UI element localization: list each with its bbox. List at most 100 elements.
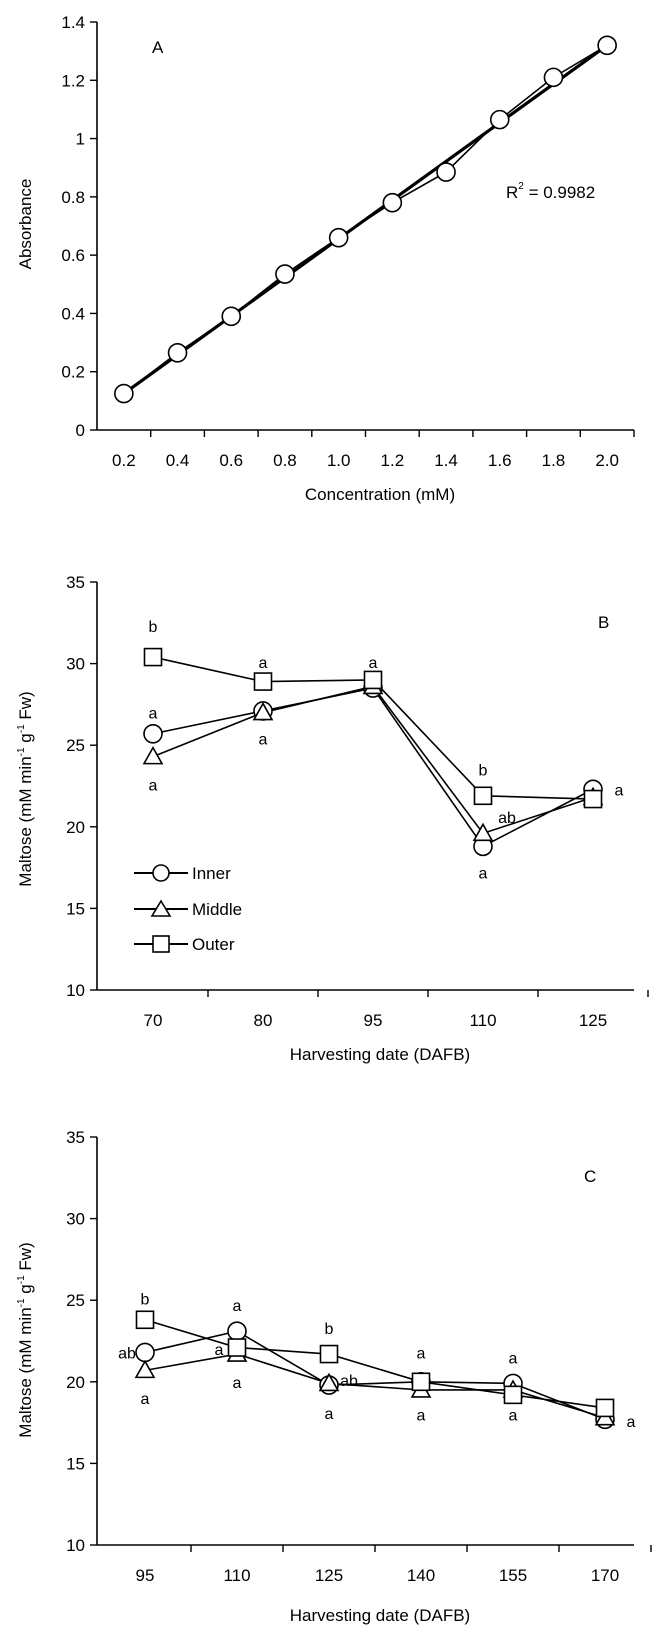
panel-a-x-tick-label: 0.4 (166, 451, 190, 470)
data-point-outer (595, 1398, 615, 1418)
panel-a-y-tick-label: 0.2 (61, 363, 85, 382)
series-line-middle (144, 1353, 606, 1419)
significance-letter: a (615, 782, 624, 799)
panel-b-y-tick-label: 30 (66, 655, 85, 674)
panel-a-x-tick-label: 0.8 (273, 451, 297, 470)
data-point (597, 35, 617, 56)
data-point-outer (583, 789, 603, 809)
data-point (114, 383, 134, 404)
svg-text:Outer: Outer (192, 935, 235, 954)
data-point (221, 306, 242, 327)
panel-a-y-tick-label: 0 (76, 421, 85, 440)
panel-c-x-tick-label: 170 (591, 1566, 619, 1585)
panel-b-x-tick-label: 70 (144, 1011, 163, 1030)
data-point (382, 192, 403, 213)
panel-a-x-tick-label: 0.2 (112, 451, 136, 470)
panel-b-marks (142, 647, 604, 857)
significance-letter: a (479, 865, 488, 882)
svg-text:Middle: Middle (192, 900, 242, 919)
data-point-middle (472, 822, 494, 842)
significance-letter: ab (340, 1373, 358, 1390)
panel-c-x-tick-label: 110 (223, 1566, 250, 1585)
significance-letter: a (509, 1350, 518, 1367)
panel-b-legend: Inner Middle Outer (134, 864, 242, 954)
panel-b-x-tick-label: 110 (469, 1011, 496, 1030)
data-point-outer (503, 1385, 523, 1405)
panel-b-x-title: Harvesting date (DAFB) (290, 1045, 470, 1064)
panel-a-axes: 0 0.2 0.4 0.6 0.8 1 1.2 1.4 0.2 0.4 0.6 0.8 1.0 1.2 1.… (61, 13, 635, 470)
panel-a-y-tick-label: 0.8 (61, 188, 85, 207)
data-point-outer (143, 647, 163, 667)
panel-b-y-tick-label: 15 (66, 899, 85, 918)
series-line (123, 44, 608, 395)
panel-b-x-tick-label: 95 (364, 1011, 383, 1030)
panel-a-y-tick-label: 1.2 (61, 71, 85, 90)
significance-letter: a (233, 1375, 242, 1392)
data-point (436, 162, 456, 182)
significance-letter: b (141, 1292, 150, 1309)
panel-b-y-title: Maltose (mM min-1 g-1 Fw) (16, 691, 35, 886)
data-point-outer (227, 1338, 247, 1357)
panel-a-x-title: Concentration (mM) (305, 485, 455, 504)
data-point-outer (411, 1372, 431, 1392)
data-point (328, 227, 349, 248)
panel-c-x-tick-label: 125 (315, 1566, 343, 1585)
panel-a-x-tick-label: 1.0 (327, 451, 351, 470)
panel-c-y-tick-label: 25 (66, 1291, 85, 1310)
data-point (489, 109, 510, 130)
panel-c-x-tick-label: 140 (407, 1566, 435, 1585)
significance-letter: a (141, 1391, 150, 1408)
data-point-outer (135, 1310, 155, 1330)
series-line-outer (144, 1319, 606, 1409)
panel-a-y-tick-label: 0.6 (61, 246, 85, 265)
panel-c-y-tick-label: 30 (66, 1210, 85, 1229)
panel-c-axes: 10 15 20 25 30 35 95 110 125 140 155 170 (66, 1128, 652, 1585)
significance-letter: a (417, 1345, 426, 1362)
data-point (275, 264, 295, 284)
significance-letter: b (149, 619, 158, 636)
series-line-inner (152, 687, 594, 848)
data-point-outer (253, 672, 273, 691)
panel-b-x-tick-label: 80 (254, 1011, 273, 1030)
panel-a-label: A (152, 38, 164, 57)
significance-letter: a (149, 777, 158, 794)
panel-a-x-tick-label: 1.6 (488, 451, 512, 470)
panel-a: 0 0.2 0.4 0.6 0.8 1 1.2 1.4 0.2 0.4 0.6 0.8 1.0 1.2 1.… (16, 13, 635, 504)
panel-c-x-title: Harvesting date (DAFB) (290, 1606, 470, 1625)
panel-b-label: B (598, 613, 609, 632)
significance-letter: b (325, 1321, 334, 1338)
data-point (543, 67, 564, 88)
svg-text:Inner: Inner (192, 864, 231, 883)
significance-letter: a (509, 1407, 518, 1424)
panel-a-x-tick-label: 1.2 (381, 451, 405, 470)
data-point-middle (134, 1359, 156, 1379)
data-point-inner (143, 723, 163, 744)
significance-letter: a (369, 655, 378, 672)
legend-item-inner: Inner (134, 864, 231, 883)
legend-item-middle: Middle (134, 899, 242, 919)
panel-a-x-tick-label: 1.4 (434, 451, 458, 470)
significance-letter: a (233, 1298, 242, 1315)
series-line-inner (144, 1330, 606, 1421)
data-point-outer (473, 786, 493, 806)
data-point-middle (252, 701, 274, 721)
panel-a-x-tick-label: 2.0 (595, 451, 619, 470)
panel-a-marks (114, 35, 617, 404)
panel-a-x-tick-label: 0.6 (219, 451, 243, 470)
data-point (167, 342, 188, 363)
significance-letter: b (479, 763, 488, 780)
data-point-inner (135, 1342, 155, 1363)
significance-letter: ab (498, 810, 516, 827)
data-point-inner (227, 1321, 247, 1342)
panel-c-y-title: Maltose (mM min-1 g-1 Fw) (16, 1242, 35, 1437)
panel-a-y-tick-label: 0.4 (61, 304, 85, 323)
significance-letter: a (417, 1407, 426, 1424)
significance-letter: ab (118, 1345, 136, 1362)
panel-a-y-tick-label: 1.4 (61, 13, 85, 32)
panel-c-x-tick-label: 95 (136, 1566, 155, 1585)
panel-b-x-tick-label: 125 (579, 1011, 607, 1030)
